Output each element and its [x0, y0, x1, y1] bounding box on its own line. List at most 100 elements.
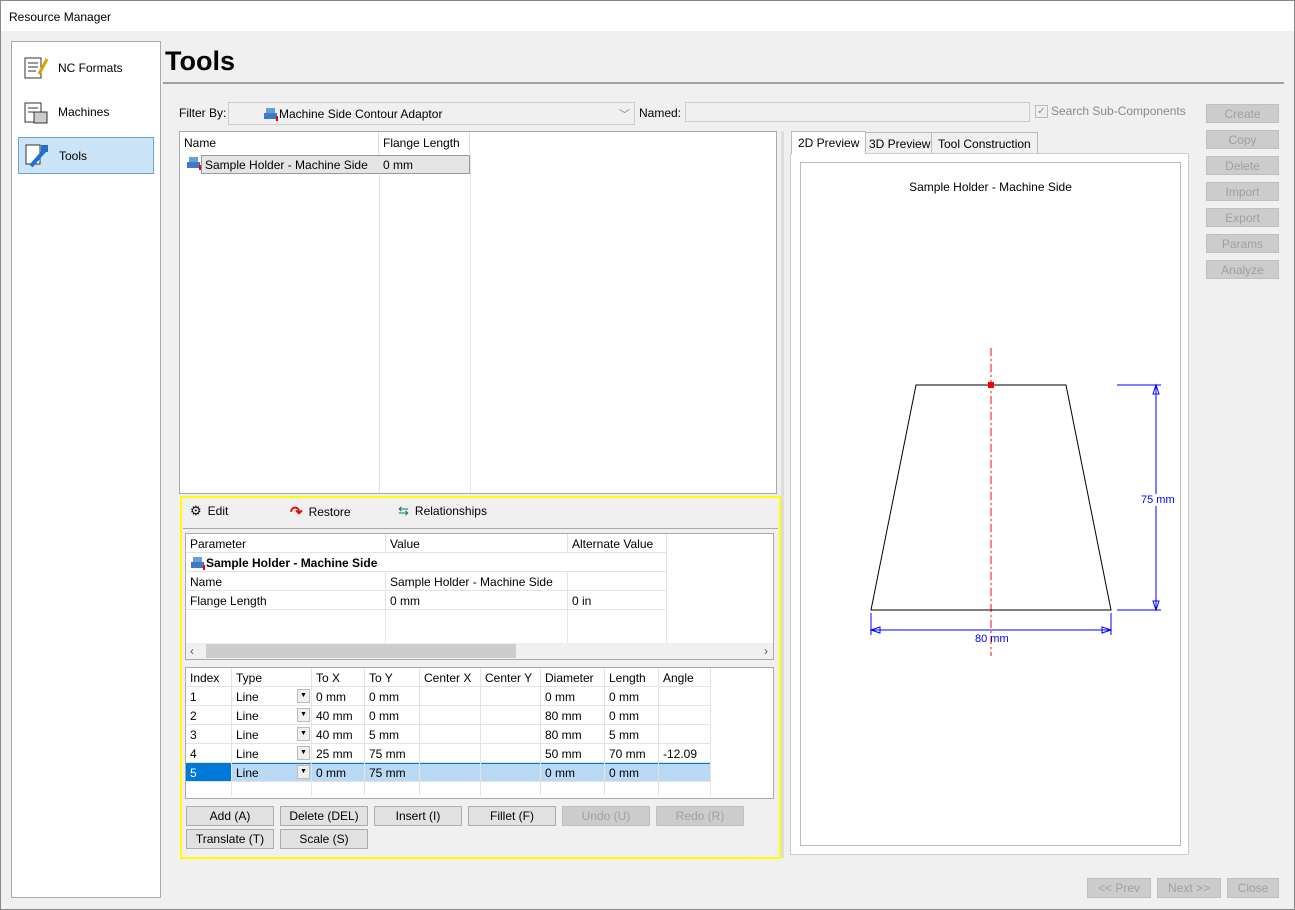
tab-2d-preview[interactable]: 2D Preview	[791, 131, 867, 154]
type-dropdown-icon[interactable]: ▼	[297, 727, 310, 741]
close-button[interactable]: Close	[1227, 878, 1279, 898]
cell-type[interactable]: Line	[232, 725, 312, 744]
parameters-grid[interactable]: Parameter Value Alternate Value Sample H…	[185, 533, 774, 660]
table-row[interactable]	[186, 763, 711, 782]
cell-type[interactable]: Line	[232, 763, 312, 782]
tools-list[interactable]: Name Flange Length Sample Holder - Machi…	[179, 131, 777, 494]
type-dropdown-icon[interactable]: ▼	[297, 708, 310, 722]
sidebar-item-tools[interactable]: Tools	[18, 137, 154, 174]
cell-angle[interactable]: -12.09	[659, 744, 711, 763]
cell-type[interactable]: Line	[232, 706, 312, 725]
relationships-label: Relationships	[414, 504, 487, 518]
cell-length[interactable]: 0 mm	[605, 763, 659, 782]
cell-center-x[interactable]	[420, 744, 481, 763]
cell-diameter[interactable]: 80 mm	[541, 706, 605, 725]
cell-index[interactable]: 4	[186, 744, 232, 763]
cell-to-x[interactable]: 25 mm	[312, 744, 365, 763]
segments-grid[interactable]: Index Type To X To Y Center X Center Y Diamete…	[185, 667, 774, 799]
redo-button[interactable]: Redo (R)	[656, 806, 744, 826]
cell-index[interactable]: 1	[186, 687, 232, 706]
cell-length[interactable]: 5 mm	[605, 725, 659, 744]
cell-length[interactable]: 0 mm	[605, 706, 659, 725]
cell-index[interactable]: 5	[186, 763, 232, 782]
delete-button[interactable]: Delete	[1206, 156, 1279, 175]
tab-3d-preview[interactable]: 3D Preview	[862, 132, 938, 154]
fillet-button[interactable]: Fillet (F)	[468, 806, 556, 826]
cell-angle[interactable]	[659, 763, 711, 782]
search-sub-label: Search Sub-Components	[1051, 104, 1186, 118]
param-value[interactable]: Sample Holder - Machine Side	[386, 572, 568, 591]
cell-index[interactable]: 2	[186, 706, 232, 725]
cell-length[interactable]: 70 mm	[605, 744, 659, 763]
insert-button[interactable]: Insert (I)	[374, 806, 462, 826]
cell-type[interactable]: Line	[232, 687, 312, 706]
column-header-name[interactable]: Name	[180, 132, 379, 153]
cell-diameter[interactable]: 0 mm	[541, 763, 605, 782]
cell-angle[interactable]	[659, 687, 711, 706]
prev-button[interactable]: << Prev	[1087, 878, 1151, 898]
scale-button[interactable]: Scale (S)	[280, 829, 368, 849]
splitter[interactable]	[781, 131, 784, 858]
delete-segment-button[interactable]: Delete (DEL)	[280, 806, 368, 826]
type-dropdown-icon[interactable]: ▼	[297, 765, 310, 779]
cell-to-y[interactable]: 0 mm	[365, 706, 420, 725]
search-sub-checkbox[interactable]: ✓ Search Sub-Components	[1035, 104, 1186, 118]
cell-to-y[interactable]: 5 mm	[365, 725, 420, 744]
restore-button[interactable]: ↷ Restore	[290, 503, 351, 521]
cell-diameter[interactable]: 50 mm	[541, 744, 605, 763]
cell-to-y[interactable]: 0 mm	[365, 687, 420, 706]
cell-length[interactable]: 0 mm	[605, 687, 659, 706]
cell-to-x[interactable]: 40 mm	[312, 725, 365, 744]
param-alt-value[interactable]	[568, 572, 667, 591]
sidebar-item-nc-formats[interactable]: NC Formats	[18, 49, 154, 86]
param-alt-value[interactable]: 0 in	[568, 591, 667, 610]
list-item[interactable]: Sample Holder - Machine Side 0 mm	[186, 155, 470, 174]
analyze-button[interactable]: Analyze	[1206, 260, 1279, 279]
relationships-button[interactable]: ⇆ Relationships	[398, 503, 487, 519]
edit-button[interactable]: ⚙ Edit	[190, 503, 228, 519]
type-dropdown-icon[interactable]: ▼	[297, 746, 310, 760]
cell-angle[interactable]	[659, 706, 711, 725]
params-button[interactable]: Params	[1206, 234, 1279, 253]
cell-to-y[interactable]: 75 mm	[365, 744, 420, 763]
tab-tool-construction[interactable]: Tool Construction	[931, 132, 1038, 154]
sidebar-item-machines[interactable]: Machines	[18, 93, 154, 130]
cell-center-y[interactable]	[481, 725, 541, 744]
filter-combo[interactable]: Machine Side Contour Adaptor ﹀	[228, 102, 635, 125]
cell-center-x[interactable]	[420, 706, 481, 725]
cell-center-x[interactable]	[420, 725, 481, 744]
scrollbar-thumb[interactable]	[206, 644, 516, 658]
cell-diameter[interactable]: 80 mm	[541, 725, 605, 744]
copy-button[interactable]: Copy	[1206, 130, 1279, 149]
next-button[interactable]: Next >>	[1157, 878, 1221, 898]
cell-diameter[interactable]: 0 mm	[541, 687, 605, 706]
export-button[interactable]: Export	[1206, 208, 1279, 227]
cell-to-x[interactable]: 0 mm	[312, 763, 365, 782]
scroll-right-icon[interactable]: ›	[764, 644, 768, 658]
cell-center-x[interactable]	[420, 763, 481, 782]
translate-button[interactable]: Translate (T)	[186, 829, 274, 849]
cell-angle[interactable]	[659, 725, 711, 744]
cell-to-y[interactable]: 75 mm	[365, 763, 420, 782]
cell-to-x[interactable]: 40 mm	[312, 706, 365, 725]
cell-index[interactable]: 3	[186, 725, 232, 744]
cell-center-y[interactable]	[481, 763, 541, 782]
horizontal-scrollbar[interactable]: ‹ ›	[186, 643, 773, 659]
param-value[interactable]: 0 mm	[386, 591, 568, 610]
cell-to-x[interactable]: 0 mm	[312, 687, 365, 706]
scroll-left-icon[interactable]: ‹	[190, 644, 194, 658]
param-name: Name	[186, 572, 386, 591]
cell-type[interactable]: Line	[232, 744, 312, 763]
param-group-row[interactable]: Sample Holder - Machine Side	[186, 553, 667, 572]
import-button[interactable]: Import	[1206, 182, 1279, 201]
column-header-flange-length[interactable]: Flange Length	[379, 132, 470, 153]
cell-center-y[interactable]	[481, 687, 541, 706]
named-input[interactable]	[685, 102, 1030, 122]
create-button[interactable]: Create	[1206, 104, 1279, 123]
cell-center-x[interactable]	[420, 687, 481, 706]
add-button[interactable]: Add (A)	[186, 806, 274, 826]
undo-button[interactable]: Undo (U)	[562, 806, 650, 826]
cell-center-y[interactable]	[481, 706, 541, 725]
cell-center-y[interactable]	[481, 744, 541, 763]
type-dropdown-icon[interactable]: ▼	[297, 689, 310, 703]
